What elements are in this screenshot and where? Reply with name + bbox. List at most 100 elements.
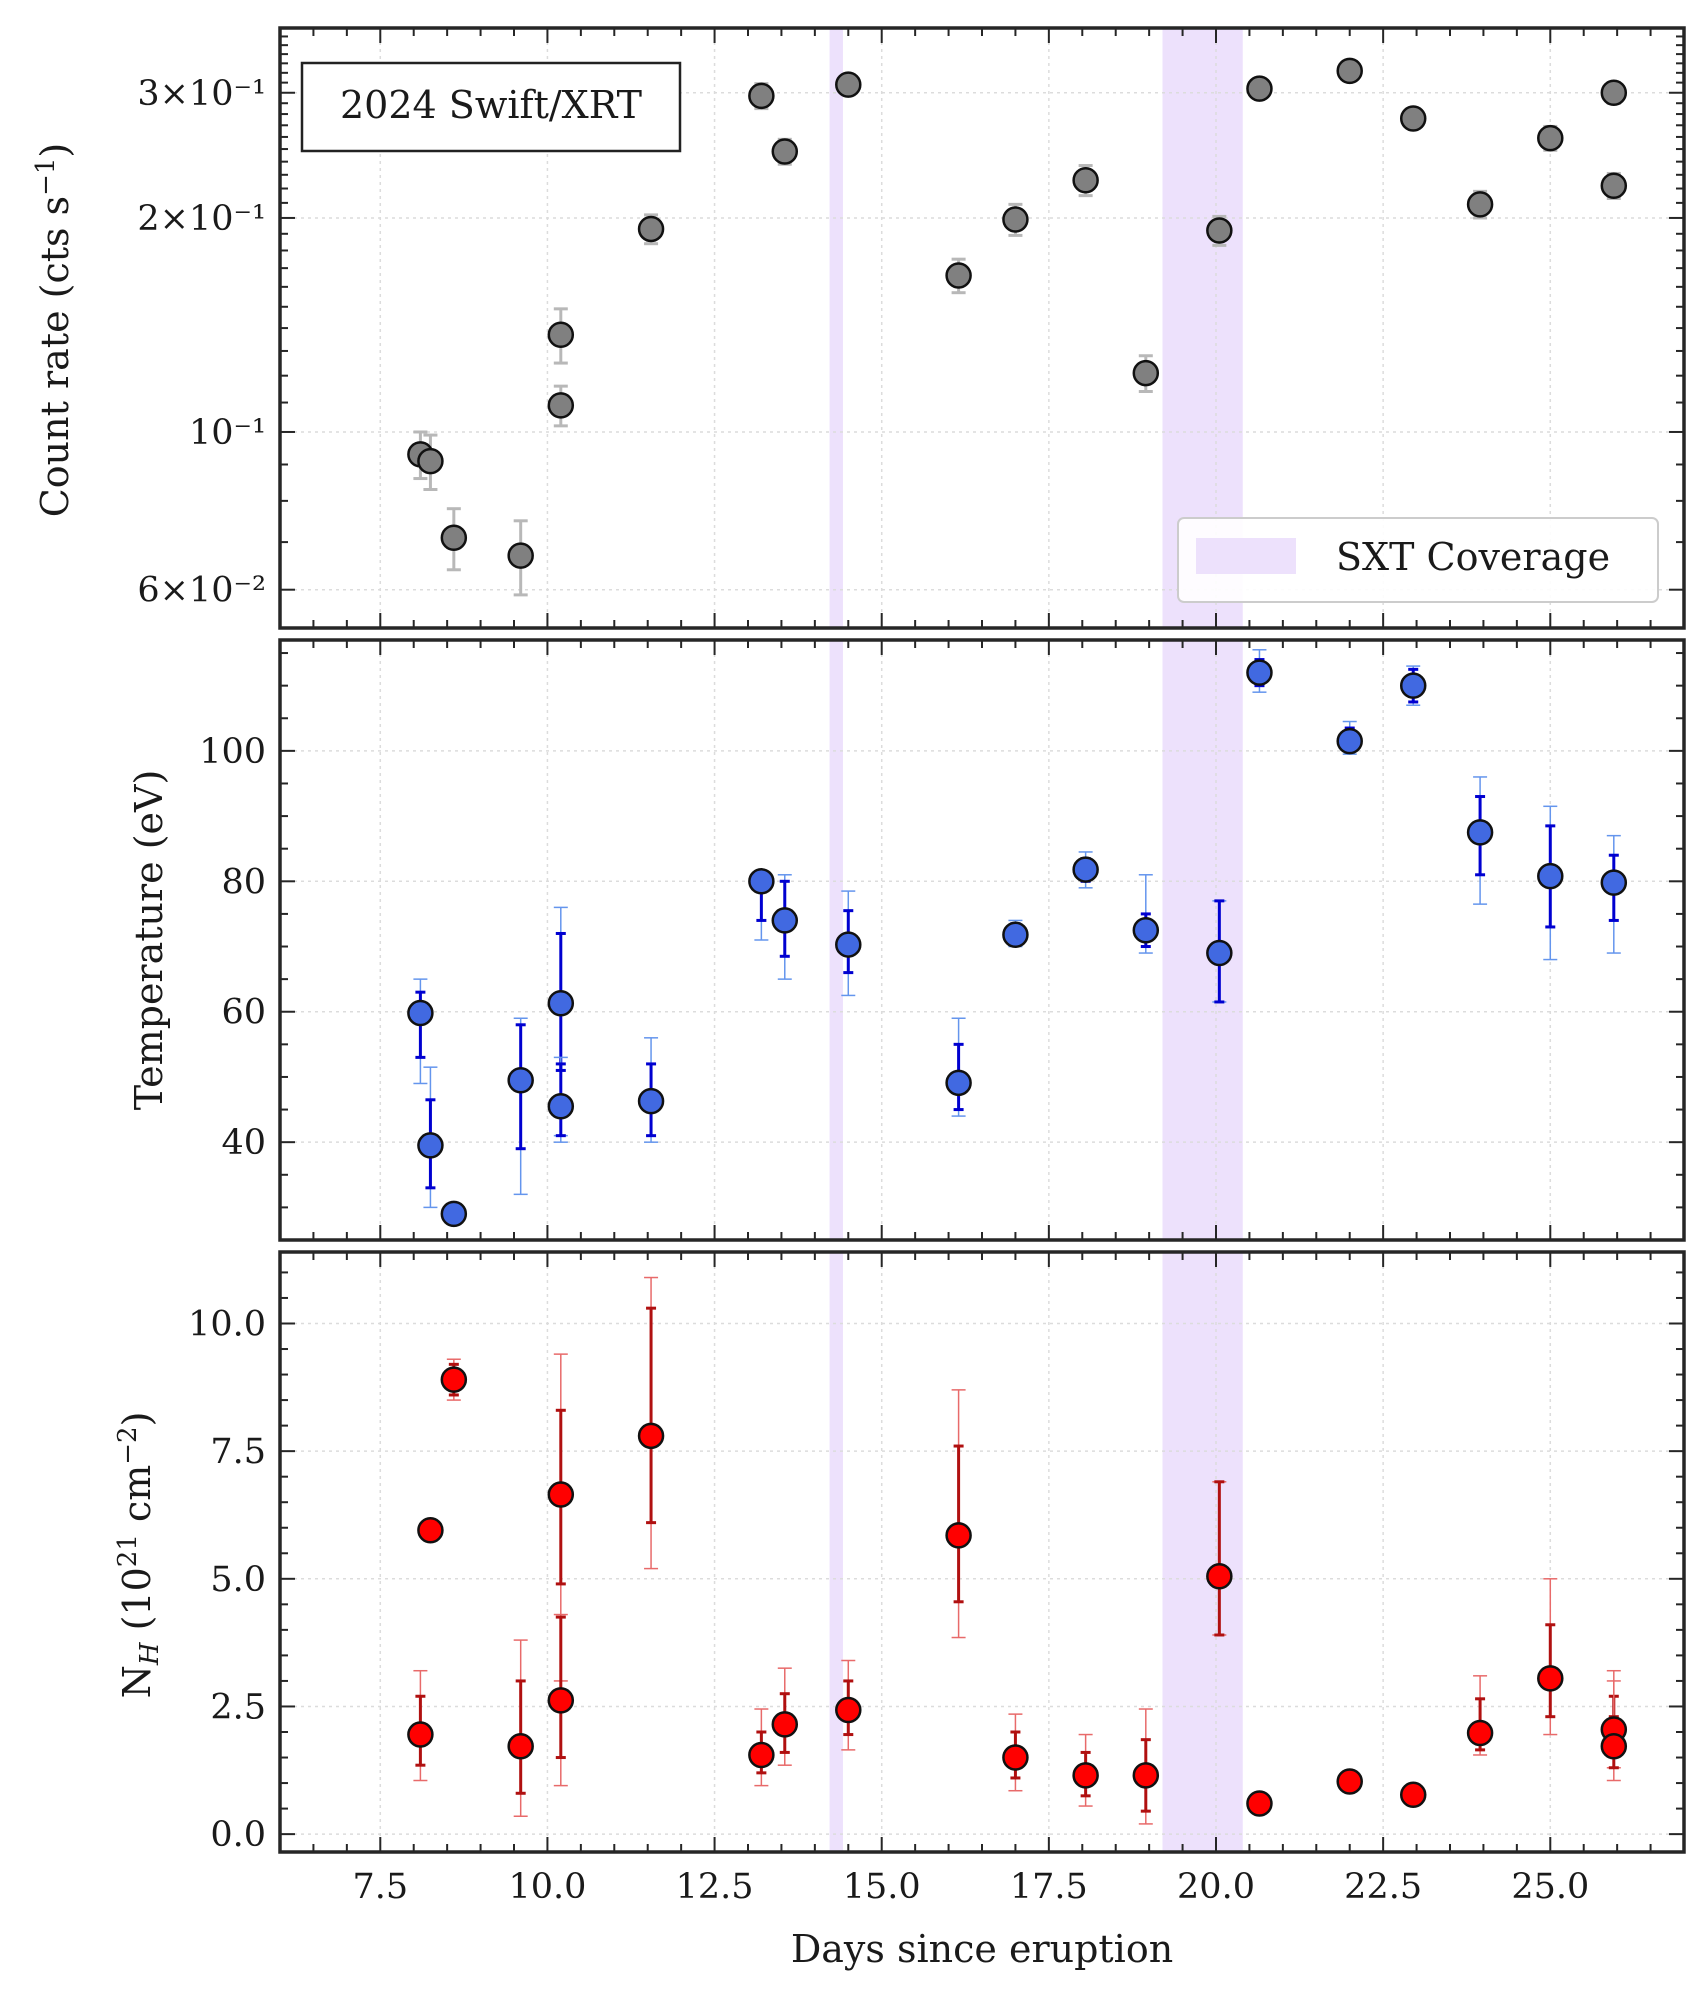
data-point (1132, 1762, 1160, 1789)
sxt-coverage-band (829, 28, 843, 628)
data-point (1072, 1762, 1099, 1789)
y-tick-label: 0.0 (210, 1815, 266, 1855)
data-point (547, 392, 575, 419)
nh-panel: 0.0 2.5 5.0 7.5 10.0 7.5 10.0 12.5 15.0 17.5 20.0 2… (188, 1250, 1686, 1907)
data-point (440, 1200, 468, 1228)
x-tick-label: 22.5 (1344, 1867, 1422, 1907)
y-tick-label: 3×10⁻¹ (137, 74, 266, 114)
data-point (507, 1733, 534, 1760)
data-point (835, 1696, 862, 1724)
nh-ylabel: NH (1021 cm−2) (113, 1412, 165, 1699)
x-axis-label: Days since eruption (791, 1927, 1173, 1971)
data-point (748, 82, 775, 110)
data-point (1002, 1744, 1029, 1771)
y-tick-label: 80 (221, 862, 266, 902)
data-point (547, 1093, 575, 1120)
data-point (1246, 659, 1273, 686)
data-point (407, 1721, 434, 1748)
count-rate-ylabel: Count rate (cts s−1) (31, 143, 77, 518)
data-point (1246, 1790, 1273, 1817)
data-point (1336, 57, 1363, 85)
data-point (417, 1132, 444, 1159)
x-tick-label: 15.0 (843, 1867, 921, 1907)
sxt-coverage-band (829, 1252, 843, 1852)
data-point (1600, 172, 1628, 199)
sxt-coverage-band (1162, 640, 1243, 1240)
data-point (945, 1522, 972, 1549)
sxt-coverage-band (1162, 1252, 1243, 1852)
data-point (637, 1087, 665, 1115)
data-point (547, 990, 575, 1017)
x-tick-label: 17.5 (1010, 1867, 1088, 1907)
data-point (1399, 672, 1427, 699)
data-point (637, 215, 665, 243)
data-point (1600, 79, 1628, 107)
data-point (547, 321, 575, 349)
data-point (440, 1366, 468, 1393)
y-tick-label: 7.5 (210, 1432, 266, 1472)
data-point (771, 907, 799, 934)
data-point (1537, 124, 1564, 152)
data-point (1600, 1733, 1628, 1760)
data-point (835, 931, 862, 958)
data-point (1206, 939, 1233, 967)
data-point (945, 1069, 972, 1097)
legend-label: SXT Coverage (1336, 535, 1610, 579)
y-tick-label: 5.0 (210, 1560, 266, 1600)
x-tick-label: 7.5 (352, 1867, 408, 1907)
data-point (1132, 916, 1160, 944)
data-point (1466, 191, 1494, 218)
data-point (637, 1422, 665, 1450)
data-point (1466, 819, 1494, 846)
y-tick-label: 10.0 (188, 1304, 266, 1344)
y-tick-label: 100 (199, 732, 266, 772)
annotation-text: 2024 Swift/XRT (340, 83, 642, 127)
data-point (771, 138, 799, 165)
data-point (507, 1066, 534, 1094)
annotation-box: 2024 Swift/XRT (300, 61, 682, 153)
legend: SXT Coverage (1177, 517, 1659, 603)
data-point (945, 262, 972, 289)
data-point (1336, 1768, 1363, 1795)
data-point (1246, 75, 1273, 102)
axes-frame (278, 638, 1686, 1242)
data-point (1537, 1665, 1564, 1692)
data-point (1206, 217, 1233, 244)
legend-swatch (1196, 538, 1296, 574)
data-point (1002, 206, 1029, 233)
temperature-ylabel: Temperature (eV) (127, 770, 171, 1111)
data-point (1537, 862, 1564, 890)
x-tick-label: 25.0 (1511, 1867, 1589, 1907)
x-tick-label: 10.0 (508, 1867, 586, 1907)
data-point (771, 1711, 799, 1738)
data-point (748, 1741, 775, 1769)
data-point (1399, 105, 1427, 132)
axes-frame (278, 26, 1686, 630)
data-point (1206, 1563, 1233, 1590)
y-tick-label: 10⁻¹ (189, 413, 266, 453)
data-point (417, 447, 444, 475)
data-point (1399, 1781, 1427, 1809)
data-point (835, 71, 862, 98)
data-point (1072, 856, 1099, 883)
data-point (417, 1517, 444, 1544)
data-point (1072, 166, 1099, 194)
y-tick-label: 2×10⁻¹ (137, 199, 266, 239)
y-tick-label: 40 (221, 1123, 266, 1163)
data-point (440, 524, 468, 551)
data-point (748, 868, 775, 895)
temperature-panel: 40 60 80 100 (199, 638, 1686, 1242)
data-point (507, 542, 534, 569)
y-tick-label: 2.5 (210, 1687, 266, 1727)
x-tick-label: 12.5 (676, 1867, 754, 1907)
y-tick-label: 60 (221, 993, 266, 1033)
x-tick-label: 20.0 (1177, 1867, 1255, 1907)
data-point (1600, 869, 1628, 896)
data-point (1132, 359, 1160, 387)
y-tick-label: 6×10⁻² (137, 571, 266, 611)
data-point (407, 999, 434, 1027)
data-point (1336, 727, 1363, 755)
data-point (547, 1687, 575, 1714)
axes-frame (278, 1250, 1686, 1854)
